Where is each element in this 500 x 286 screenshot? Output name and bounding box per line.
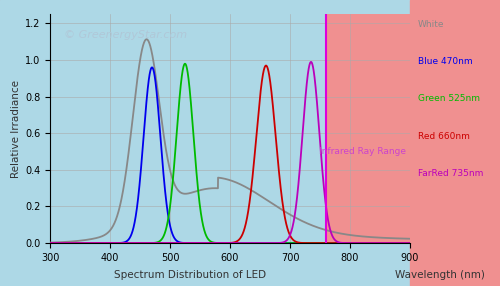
Text: © GreenergyStar.com: © GreenergyStar.com [64, 30, 188, 40]
Bar [326, 14, 410, 243]
Text: Infrared Ray Range: Infrared Ray Range [318, 147, 406, 156]
Text: Wavelength (nm): Wavelength (nm) [395, 270, 485, 280]
Y-axis label: Relative Irradiance: Relative Irradiance [10, 80, 20, 178]
Text: Red 660nm: Red 660nm [418, 132, 470, 140]
Text: Spectrum Distribution of LED: Spectrum Distribution of LED [114, 270, 266, 280]
Text: Blue 470nm: Blue 470nm [418, 57, 472, 66]
Text: FarRed 735nm: FarRed 735nm [418, 169, 484, 178]
Text: White: White [418, 20, 444, 29]
Text: Green 525nm: Green 525nm [418, 94, 480, 103]
